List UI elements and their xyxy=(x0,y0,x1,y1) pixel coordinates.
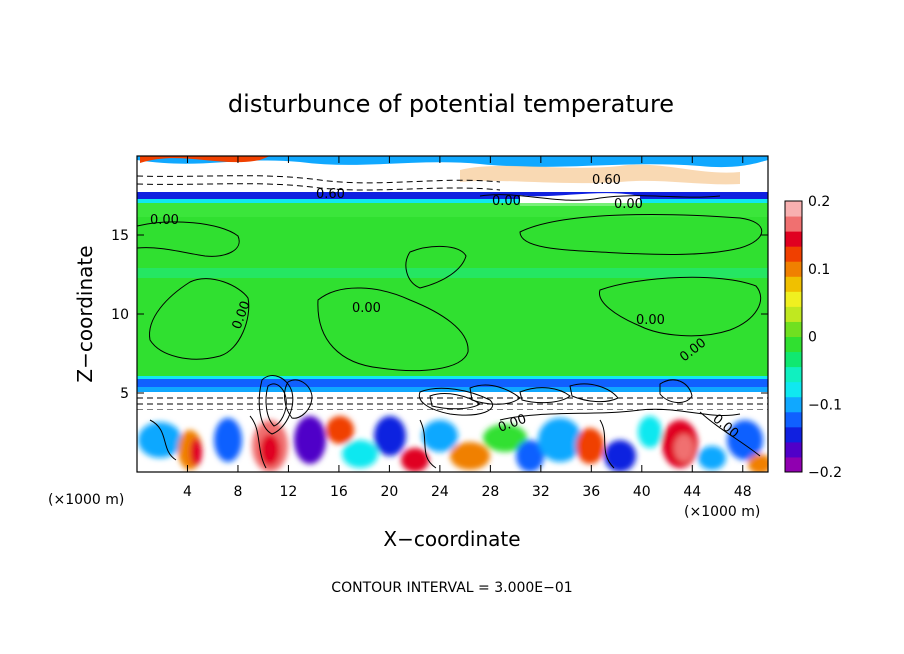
contour-label: 0.00 xyxy=(492,194,521,209)
contour-clusters xyxy=(258,375,741,435)
contour-label: 0.00 xyxy=(150,213,179,228)
contour-label: 0.60 xyxy=(592,173,621,188)
colorbar-tick-label: −0.1 xyxy=(808,397,842,413)
colorbar-swatch xyxy=(785,336,802,353)
colorbar-swatch xyxy=(785,291,802,307)
x-tick-label: 48 xyxy=(734,484,752,500)
colorbar-tick-label: −0.2 xyxy=(808,465,842,481)
contour-label: 0.00 xyxy=(352,301,381,316)
contour-interval-note: CONTOUR INTERVAL = 3.000E−01 xyxy=(331,580,572,596)
x-tick-label: 24 xyxy=(431,484,449,500)
contour-label: 0.00 xyxy=(614,197,643,212)
colorbar-swatch xyxy=(785,411,802,428)
x-tick-label: 36 xyxy=(582,484,600,500)
x-unit-right: (×1000 m) xyxy=(684,504,760,520)
plot-area xyxy=(137,156,768,472)
x-unit-left: (×1000 m) xyxy=(48,492,124,508)
colorbar-swatch xyxy=(785,351,802,368)
colorbar-swatch xyxy=(785,306,802,322)
colorbar-swatch xyxy=(785,441,802,458)
colorbar-swatch xyxy=(785,456,802,473)
colorbar-swatch xyxy=(785,276,802,292)
y-axis: 5 10 15 xyxy=(111,228,768,402)
colorbar-tick-label: 0.1 xyxy=(808,262,830,278)
colorbar-frame xyxy=(784,200,803,473)
x-tick-label: 28 xyxy=(481,484,499,500)
x-axis-label: X−coordinate xyxy=(383,527,520,551)
upper-layer xyxy=(137,156,768,206)
x-tick-label: 40 xyxy=(633,484,651,500)
x-tick-label: 20 xyxy=(380,484,398,500)
y-tick-label: 5 xyxy=(120,386,129,402)
colorbar-swatch xyxy=(785,216,802,232)
colorbar-swatch xyxy=(785,201,802,217)
colorbar-swatch xyxy=(785,426,802,443)
chart-title: disturbunce of potential temperature xyxy=(228,90,674,118)
colorbar-swatch xyxy=(785,366,802,383)
contour-label: 0.00 xyxy=(636,313,665,328)
y-axis-label: Z−coordinate xyxy=(73,245,97,382)
colorbar-swatch xyxy=(785,231,802,247)
contour-label: 0.60 xyxy=(316,187,345,202)
mid-contours xyxy=(137,214,763,372)
colorbar-swatch xyxy=(785,321,802,337)
y-tick-label: 10 xyxy=(111,307,129,323)
colorbar: 0.2 0.1 0 −0.1 −0.2 xyxy=(784,194,842,481)
x-tick-label: 44 xyxy=(683,484,701,500)
x-tick-label: 16 xyxy=(330,484,348,500)
colorbar-tick-label: 0.2 xyxy=(808,194,830,210)
colorbar-swatch xyxy=(785,261,802,277)
colorbar-swatch xyxy=(785,381,802,398)
x-tick-label: 32 xyxy=(532,484,550,500)
boundary-layer xyxy=(137,410,768,472)
x-tick-label: 4 xyxy=(183,484,192,500)
colorbar-tick-label: 0 xyxy=(808,330,817,346)
colorbar-swatch xyxy=(785,246,802,262)
inversion-band xyxy=(137,376,768,412)
y-tick-label: 15 xyxy=(111,228,129,244)
x-tick-label: 8 xyxy=(233,484,242,500)
colorbar-swatch xyxy=(785,396,802,413)
x-axis: 4 8 12 16 20 24 28 32 36 40 44 48 xyxy=(183,156,752,500)
x-tick-label: 12 xyxy=(280,484,298,500)
